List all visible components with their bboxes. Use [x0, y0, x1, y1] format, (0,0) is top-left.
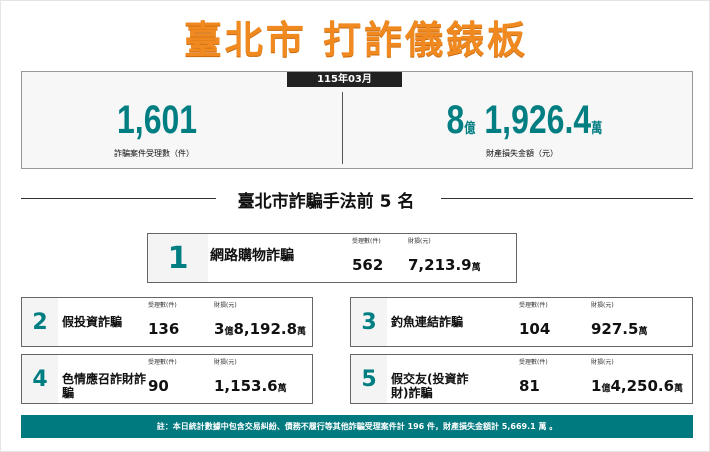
- period-badge: 115年03月: [287, 72, 402, 87]
- cases-value: 90: [148, 377, 169, 395]
- ranking-card: 1 網路購物詐騙 受理數(件) 財損(元) 562 7,213.9萬: [147, 233, 517, 283]
- method-name: 色情應召詐財詐騙: [62, 372, 147, 400]
- rank-number: 1: [148, 234, 208, 282]
- loss-label: 財損(元): [214, 302, 237, 309]
- cases-value: 81: [519, 377, 540, 395]
- loss-value: 3億8,192.8萬: [214, 320, 307, 338]
- heading-line-right: [441, 198, 693, 199]
- loss-value: 1,153.6萬: [214, 377, 287, 395]
- loss-value: 1億4,250.6萬: [591, 377, 684, 395]
- ranking-card: 4 色情應召詐財詐騙 受理數(件) 財損(元) 90 1,153.6萬: [21, 354, 313, 404]
- cases-value: 562: [352, 256, 384, 274]
- cases-value: 104: [519, 320, 551, 338]
- footer-note: 註：本日統計數據中包含交易糾紛、債務不履行等其他詐騙受理案件計 196 件，財產…: [21, 415, 693, 438]
- method-name: 假交友(投資詐財)詐騙: [391, 372, 469, 400]
- cases-label: 受理數(件): [519, 359, 548, 366]
- summary-panel: 115年03月 1,601 詐騙案件受理數（件） 8億 1,926.4萬 財產損…: [21, 71, 693, 169]
- method-name: 假投資詐騙: [62, 315, 123, 329]
- ranking-card: 5 假交友(投資詐財)詐騙 受理數(件) 財損(元) 81 1億4,250.6萬: [350, 354, 693, 404]
- heading-line-left: [21, 198, 216, 199]
- loss-label: 財損(元): [214, 359, 237, 366]
- loss-label: 財損(元): [591, 302, 614, 309]
- loss-label: 財損(元): [408, 238, 431, 245]
- cases-label: 詐騙案件受理數（件）: [114, 149, 194, 158]
- loss-label: 財損(元): [591, 359, 614, 366]
- divider: [342, 92, 343, 164]
- page-title: 臺北市 打詐儀錶板: [183, 18, 529, 62]
- rank-number: 2: [22, 298, 58, 346]
- ranking-card: 3 釣魚連結詐騙 受理數(件) 財損(元) 104 927.5萬: [350, 297, 693, 347]
- loss-total: 8億 1,926.4萬: [446, 98, 603, 142]
- loss-value: 7,213.9萬: [408, 256, 481, 274]
- cases-label: 受理數(件): [148, 359, 177, 366]
- cases-label: 受理數(件): [148, 302, 177, 309]
- rank-number: 3: [351, 298, 387, 346]
- ranking-card: 2 假投資詐騙 受理數(件) 財損(元) 136 3億8,192.8萬: [21, 297, 313, 347]
- cases-label: 受理數(件): [519, 302, 548, 309]
- rank-number: 5: [351, 355, 387, 403]
- cases-value: 136: [148, 320, 180, 338]
- cases-total: 1,601: [117, 98, 198, 142]
- method-name: 釣魚連結詐騙: [391, 315, 464, 329]
- ranking-heading: 臺北市詐騙手法前 5 名: [237, 192, 415, 212]
- loss-value: 927.5萬: [591, 320, 648, 338]
- method-name: 網路購物詐騙: [210, 248, 294, 264]
- cases-label: 受理數(件): [352, 238, 381, 245]
- rank-number: 4: [22, 355, 58, 403]
- loss-label: 財產損失金額（元）: [486, 149, 558, 158]
